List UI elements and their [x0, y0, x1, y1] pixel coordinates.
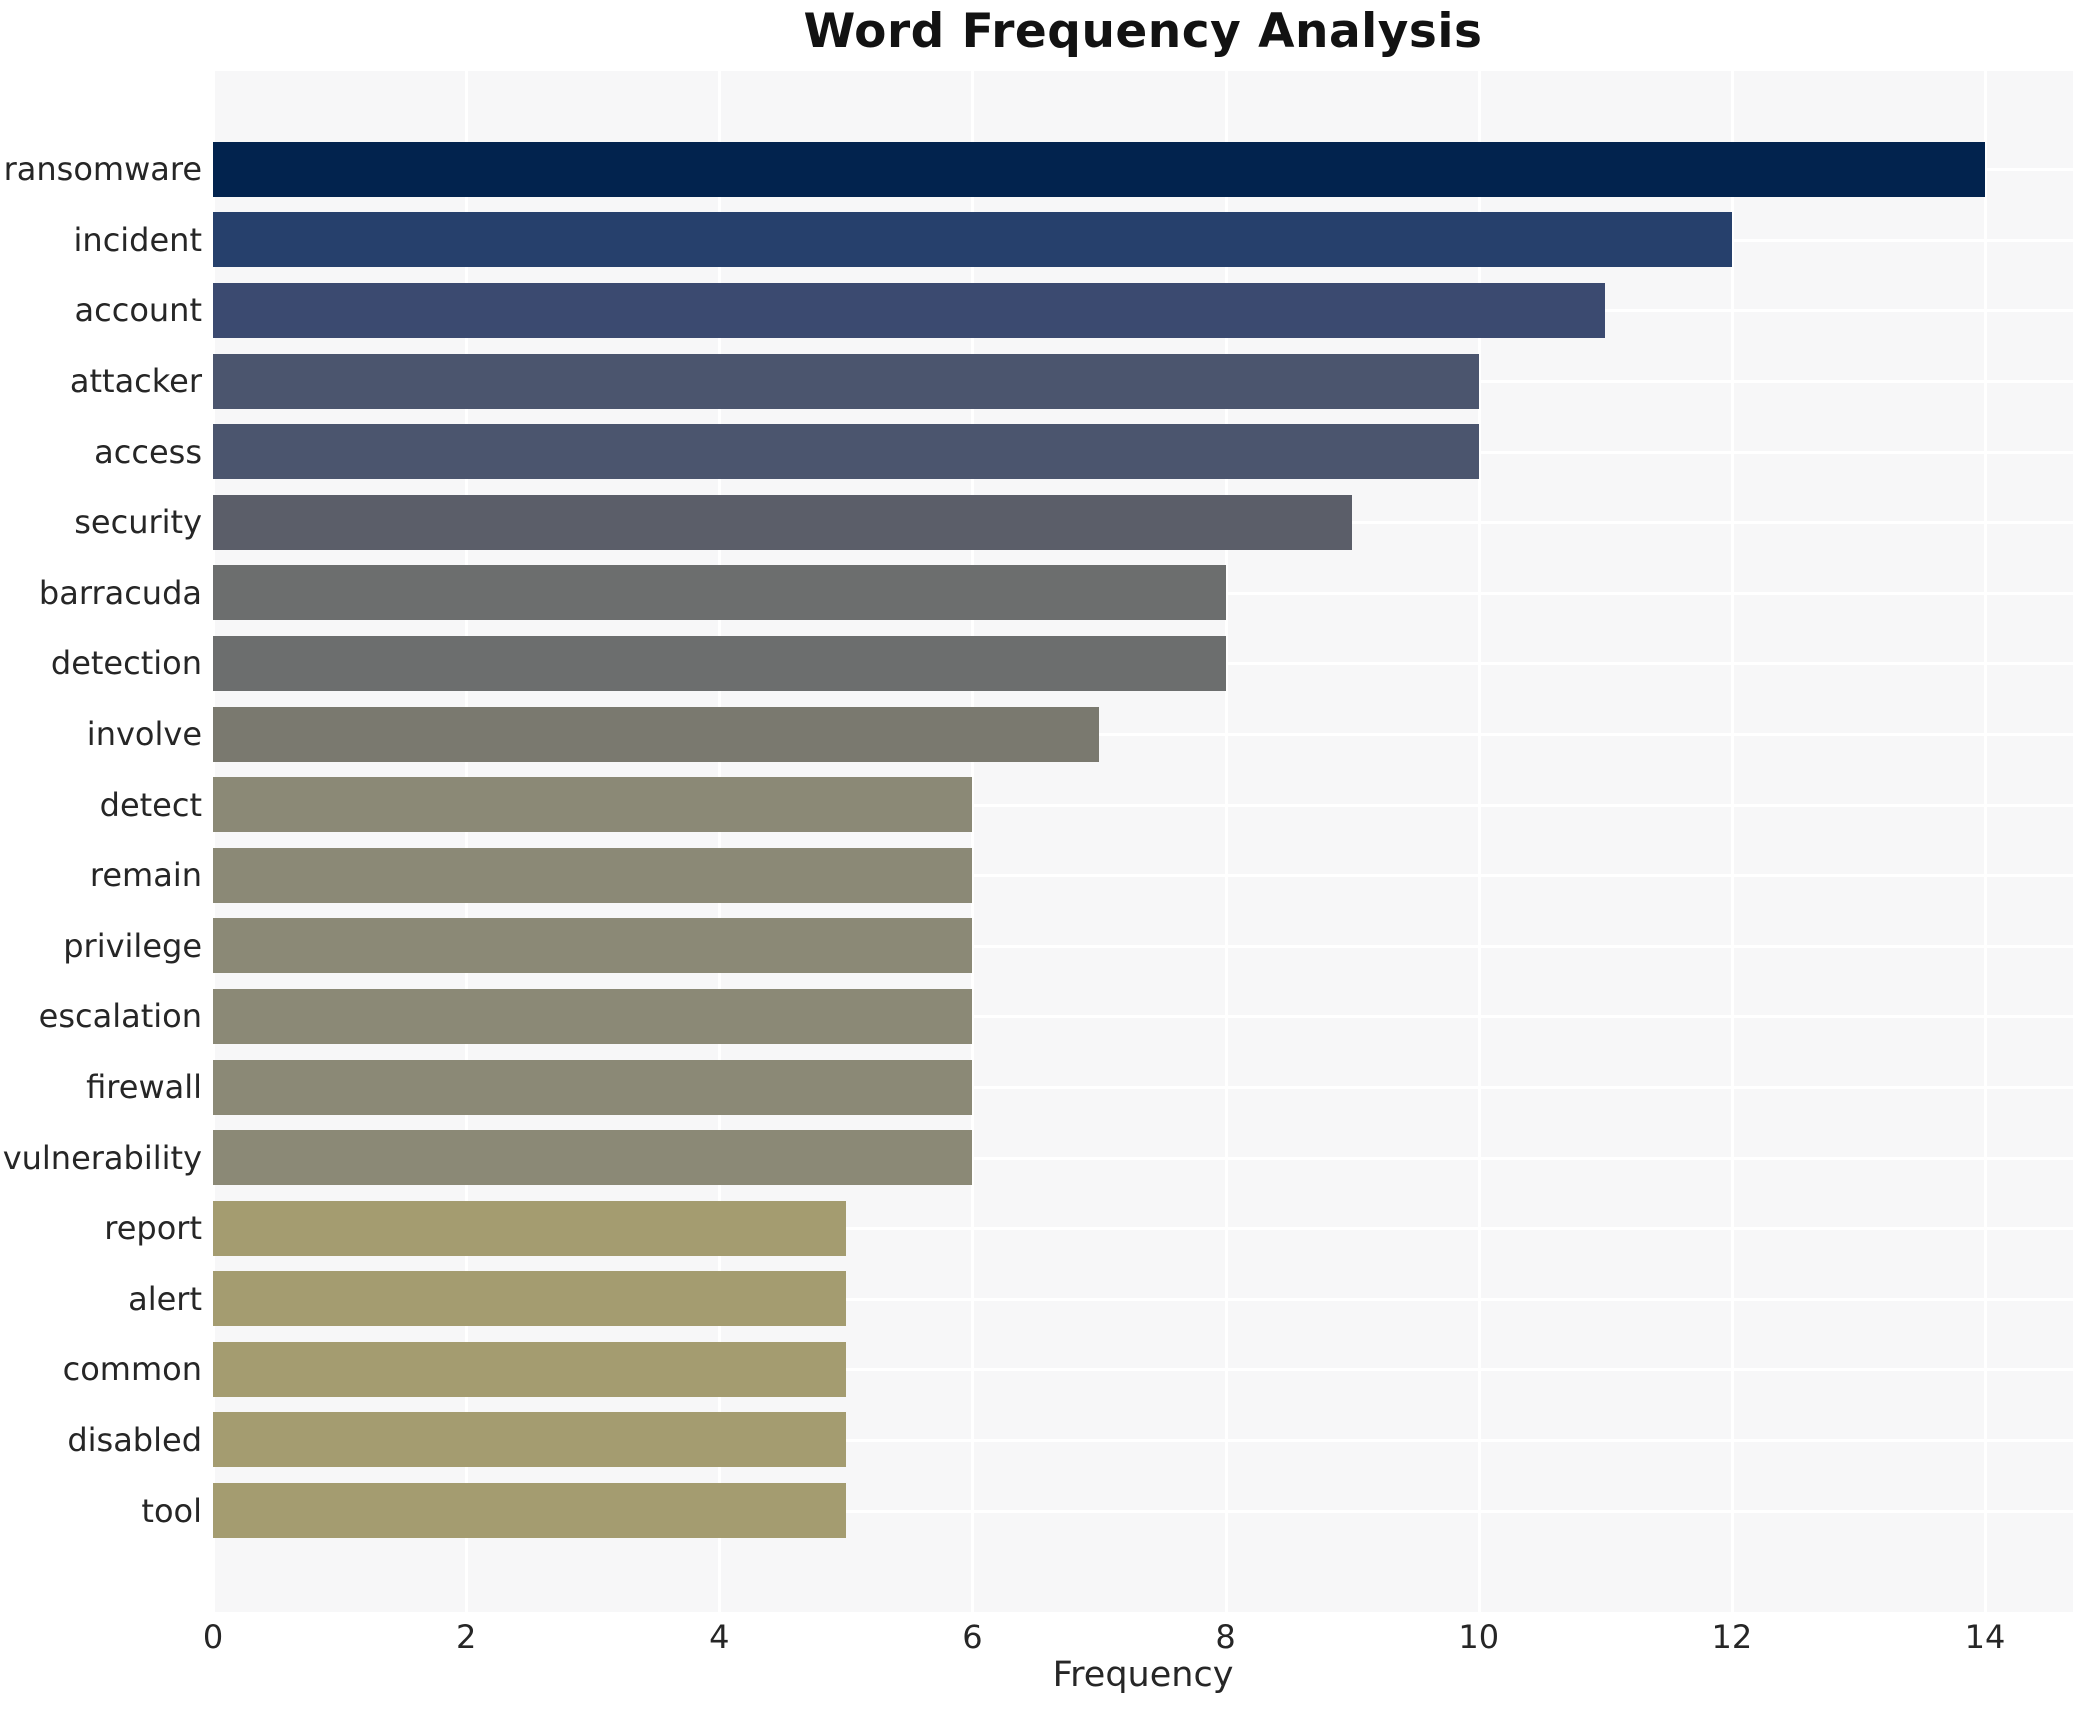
bar-tool — [213, 1483, 846, 1539]
bar-row: detection — [51, 628, 2073, 699]
horizontal-gridline — [213, 1438, 2073, 1442]
y-axis-label: security — [74, 503, 202, 542]
y-axis-label: escalation — [38, 997, 202, 1036]
bar-involve — [213, 706, 1099, 762]
y-axis-label: remain — [89, 856, 202, 895]
horizontal-gridline — [213, 733, 2073, 737]
bar-attacker — [213, 353, 1479, 409]
horizontal-gridline — [213, 1156, 2073, 1160]
x-tick-label: 14 — [1964, 1618, 2006, 1656]
x-tick-label: 0 — [202, 1618, 224, 1656]
bar-row: involve — [87, 699, 2073, 770]
horizontal-gridline — [213, 1227, 2073, 1231]
bar-access — [213, 424, 1479, 480]
bar-vulnerability — [213, 1130, 973, 1186]
vertical-gridline — [718, 71, 722, 1612]
x-axis-title: Frequency — [1052, 1655, 1234, 1695]
bar-row: incident — [74, 205, 2073, 276]
x-tick-label: 2 — [455, 1618, 477, 1656]
y-axis-label: alert — [128, 1279, 202, 1318]
bar-row: detect — [100, 769, 2073, 840]
y-axis-label: vulnerability — [2, 1138, 202, 1177]
bar-row: escalation — [39, 981, 2073, 1052]
chart-title: Word Frequency Analysis — [803, 4, 1483, 59]
y-axis-label: firewall — [86, 1068, 202, 1107]
x-tick-label: 12 — [1711, 1618, 1753, 1656]
vertical-gridline — [1983, 71, 1987, 1612]
y-axis-label: privilege — [63, 926, 202, 965]
vertical-gridline — [971, 71, 975, 1612]
bar-detect — [213, 777, 973, 833]
bar-row: privilege — [63, 911, 2073, 982]
plot-area: ransomware incident account attacker access s… — [3, 71, 2073, 1612]
bar-firewall — [213, 1059, 973, 1115]
vertical-gridline — [212, 71, 215, 1612]
vertical-gridline — [1224, 71, 1228, 1612]
horizontal-gridline — [213, 944, 2073, 948]
y-axis-label: ransomware — [3, 150, 202, 189]
y-axis-label: disabled — [67, 1420, 202, 1459]
bar-rows: ransomware incident account attacker access s… — [3, 134, 2073, 1546]
bar-row: alert — [128, 1264, 2073, 1335]
y-axis-label: involve — [86, 715, 202, 754]
bar-row: report — [104, 1193, 2073, 1264]
y-axis-label: attacker — [69, 362, 202, 401]
vertical-gridline — [1730, 71, 1734, 1612]
horizontal-gridline — [213, 1086, 2073, 1090]
bar-remain — [213, 847, 973, 903]
bar-ransomware — [213, 141, 1985, 197]
y-axis-label: tool — [141, 1491, 202, 1530]
bar-report — [213, 1200, 846, 1256]
y-axis-label: common — [62, 1350, 202, 1389]
bar-row: attacker — [70, 346, 2073, 417]
horizontal-gridline — [213, 1015, 2073, 1019]
bar-disabled — [213, 1412, 846, 1468]
bar-row: vulnerability — [3, 1122, 2073, 1193]
bar-row: firewall — [86, 1052, 2073, 1123]
y-axis-label: barracuda — [38, 573, 202, 612]
bar-row: remain — [90, 840, 2073, 911]
bar-row: common — [63, 1334, 2073, 1405]
bar-row: tool — [141, 1475, 2073, 1546]
x-tick-label: 4 — [709, 1618, 730, 1656]
bar-row: disabled — [67, 1405, 2073, 1476]
bar-row: ransomware — [4, 134, 2073, 205]
bar-row: account — [75, 275, 2073, 346]
y-axis-label: incident — [73, 220, 202, 259]
x-tick-label: 10 — [1458, 1618, 1500, 1656]
y-axis-label: detection — [50, 644, 202, 683]
horizontal-gridline — [213, 1368, 2073, 1372]
bar-account — [213, 282, 1606, 338]
y-axis-label: access — [94, 432, 202, 471]
bar-barracuda — [213, 565, 1226, 621]
horizontal-gridline — [213, 1509, 2073, 1513]
x-tick-label: 8 — [1215, 1618, 1236, 1656]
bar-security — [213, 494, 1353, 550]
bar-row: access — [94, 416, 2073, 487]
vertical-gridline — [465, 71, 469, 1612]
horizontal-gridline — [213, 803, 2073, 807]
bar-row: security — [74, 487, 2073, 558]
bar-privilege — [213, 918, 973, 974]
bar-alert — [213, 1271, 846, 1327]
x-axis: 0 2 4 6 8 10 12 14 — [203, 1612, 2073, 1662]
y-axis-label: detect — [99, 785, 202, 824]
bar-common — [213, 1341, 846, 1397]
bar-incident — [213, 212, 1732, 268]
bar-row: barracuda — [39, 558, 2073, 629]
horizontal-gridline — [213, 874, 2073, 878]
horizontal-gridline — [213, 1297, 2073, 1301]
y-axis-label: report — [104, 1209, 202, 1248]
vertical-gridline — [1477, 71, 1481, 1612]
bar-escalation — [213, 988, 973, 1044]
bar-detection — [213, 635, 1226, 691]
x-tick-label: 6 — [962, 1618, 983, 1656]
y-axis-label: account — [74, 291, 202, 330]
